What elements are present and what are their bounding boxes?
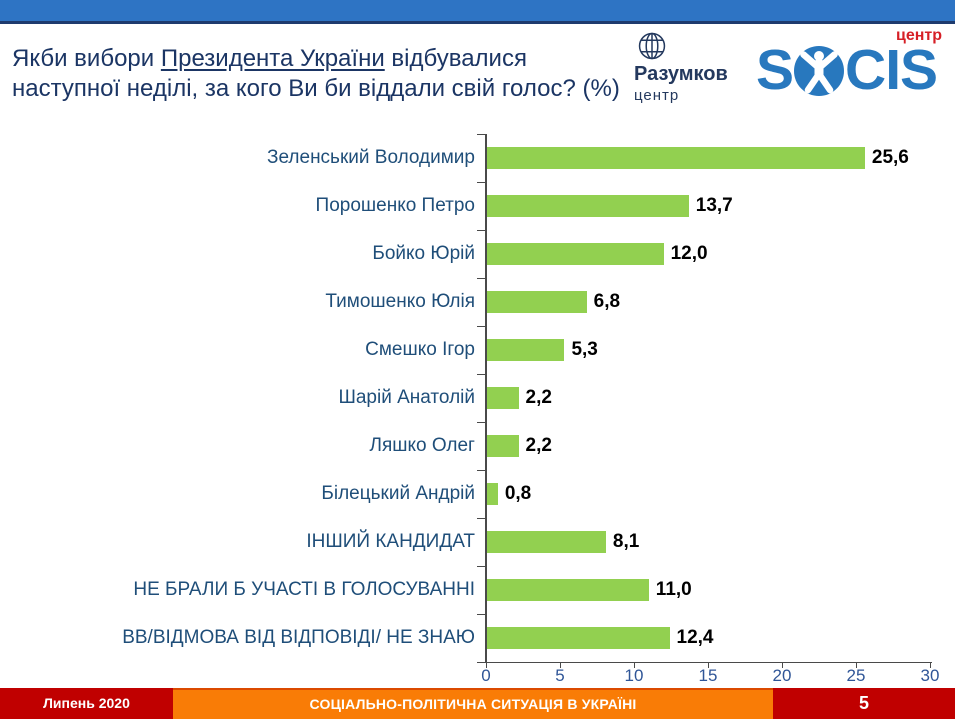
footer-page-number: 5: [773, 688, 955, 719]
socis-letter-s: S: [756, 38, 794, 102]
title-line-2: наступної неділі, за кого Ви би віддали …: [12, 75, 620, 102]
bar: [486, 147, 865, 169]
x-axis-tick: [560, 662, 561, 668]
bar-category-label: Бойко Юрій: [372, 243, 475, 264]
x-axis-tick-label: 25: [846, 666, 866, 685]
razumkov-sub: центр: [634, 87, 680, 104]
socis-tag: центр: [895, 27, 942, 44]
socis-o-person-icon: [794, 45, 845, 96]
x-axis-tick-label: 5: [555, 666, 565, 685]
bar-category-label: Смешко Ігор: [365, 339, 475, 360]
razumkov-name: Разумков: [634, 63, 728, 85]
bar-value-label: 12,4: [676, 627, 714, 648]
bar-category-label: Тимошенко Юлія: [325, 291, 475, 312]
bar: [486, 195, 689, 217]
bar-category-label: ВВ/ВІДМОВА ВІД ВІДПОВІДІ/ НЕ ЗНАЮ: [122, 627, 475, 648]
bar: [486, 387, 519, 409]
bar: [486, 579, 649, 601]
bar-category-label: НЕ БРАЛИ Б УЧАСТІ В ГОЛОСУВАННІ: [133, 579, 475, 600]
y-axis-tick: [477, 422, 486, 423]
y-axis-tick: [477, 566, 486, 567]
y-axis-tick: [477, 614, 486, 615]
y-axis-tick: [477, 182, 486, 183]
y-axis-tick: [477, 374, 486, 375]
footer: Липень 2020 СОЦІАЛЬНО-ПОЛІТИЧНА СИТУАЦІЯ…: [0, 688, 955, 719]
y-axis-tick: [477, 470, 486, 471]
bar-value-label: 12,0: [670, 243, 708, 264]
bar-category-label: Порошенко Петро: [315, 195, 475, 216]
bar-value-label: 0,8: [504, 483, 532, 504]
x-axis-tick-label: 30: [920, 666, 940, 685]
title-text-1: Якби вибори: [12, 45, 161, 72]
title-underlined-text: Президента України: [160, 45, 385, 72]
bar-value-label: 2,2: [525, 387, 552, 408]
y-axis-line: [485, 134, 487, 662]
bar: [486, 291, 587, 313]
x-axis-tick-label: 0: [481, 666, 491, 685]
bar-category-label: Ляшко Олег: [369, 435, 475, 456]
bar: [486, 627, 670, 649]
x-axis-tick-label: 10: [624, 666, 644, 685]
bar-value-label: 25,6: [871, 147, 909, 168]
bar-value-label: 13,7: [695, 195, 733, 216]
footer-date: Липень 2020: [0, 688, 173, 719]
top-accent-bar: [0, 0, 955, 24]
x-axis-tick-label: 15: [698, 666, 718, 685]
x-axis-tick: [856, 662, 857, 668]
y-axis-tick: [477, 278, 486, 279]
bar-value-label: 5,3: [571, 339, 598, 360]
page-title: Якби вибори Президента України відбували…: [12, 44, 642, 104]
y-axis-tick: [477, 326, 486, 327]
bar: [486, 339, 565, 361]
y-axis-tick: [477, 662, 486, 663]
bar-value-label: 2,2: [525, 435, 552, 456]
bar: [486, 243, 664, 265]
globe-icon: [638, 32, 666, 60]
bar-value-label: 11,0: [655, 579, 692, 600]
x-axis-tick: [930, 662, 931, 668]
bar-category-label: ІНШИЙ КАНДИДАТ: [306, 531, 475, 552]
razumkov-logo: Разумков центр: [634, 30, 759, 104]
y-axis-tick: [477, 230, 486, 231]
bar: [486, 435, 519, 457]
x-axis-tick-label: 20: [772, 666, 792, 685]
bar-category-label: Шарій Анатолій: [338, 387, 475, 408]
bar: [486, 531, 606, 553]
title-text-2: відбувалися: [384, 45, 527, 72]
y-axis-tick: [477, 518, 486, 519]
x-axis-tick: [634, 662, 635, 668]
bar-value-label: 6,8: [593, 291, 621, 312]
x-axis-tick: [486, 662, 487, 668]
bar-category-label: Зеленський Володимир: [267, 147, 475, 168]
footer-report-title: СОЦІАЛЬНО-ПОЛІТИЧНА СИТУАЦІЯ В УКРАЇНІ: [173, 688, 773, 719]
x-axis-tick: [782, 662, 783, 668]
y-axis-tick: [477, 134, 486, 135]
bar: [486, 483, 498, 505]
bar-value-label: 8,1: [612, 531, 640, 552]
bar-category-label: Білецький Андрій: [321, 483, 475, 504]
socis-wordmark: S CIS: [756, 38, 938, 102]
socis-letters-cis: CIS: [845, 38, 938, 102]
x-axis-tick: [708, 662, 709, 668]
